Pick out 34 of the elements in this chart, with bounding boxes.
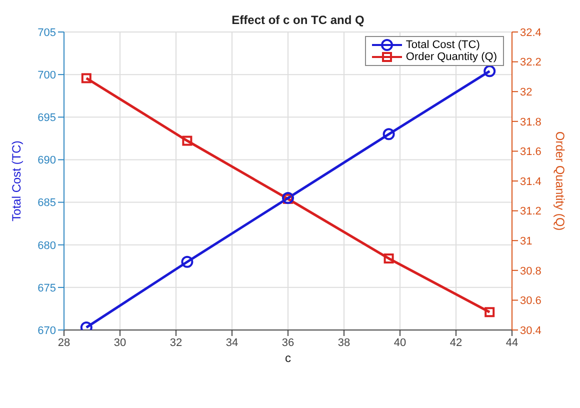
- y-axis-title: Total Cost (TC): [9, 140, 24, 222]
- y2-tick-label: 32: [520, 86, 532, 99]
- x-tick-label: 32: [170, 336, 182, 349]
- y-tick-label: 680: [38, 240, 56, 252]
- x-tick-label: 42: [450, 336, 462, 349]
- x-tick-label: 34: [226, 336, 238, 349]
- y2-axis-title: Order Quantity (Q): [552, 131, 567, 231]
- y2-tick-label: 30.6: [520, 295, 542, 308]
- x-tick-label: 38: [338, 336, 350, 349]
- legend-label: Total Cost (TC): [406, 39, 480, 51]
- x-tick-label: 30: [114, 336, 126, 349]
- y-tick-label: 685: [38, 197, 56, 210]
- x-tick-label: 40: [394, 336, 406, 349]
- y2-tick-label: 31.2: [520, 206, 542, 218]
- y-tick-label: 695: [38, 112, 56, 124]
- y2-tick-label: 31.6: [520, 146, 542, 158]
- y2-tick-label: 30.4: [520, 324, 542, 337]
- x-tick-label: 28: [58, 336, 70, 349]
- y2-tick-label: 32.4: [520, 26, 542, 39]
- x-tick-label: 44: [506, 336, 518, 349]
- y2-tick-label: 32.2: [520, 56, 542, 69]
- y-tick-label: 705: [38, 26, 56, 39]
- y-tick-label: 700: [38, 69, 56, 82]
- x-axis-title: c: [285, 351, 291, 365]
- y-tick-label: 675: [38, 282, 56, 294]
- y2-tick-label: 31.8: [520, 116, 542, 128]
- legend-label: Order Quantity (Q): [406, 51, 497, 63]
- chart-title: Effect of c on TC and Q: [232, 13, 364, 27]
- x-tick-label: 36: [282, 336, 294, 349]
- y2-tick-label: 30.8: [520, 265, 542, 278]
- y2-tick-label: 31: [520, 236, 532, 248]
- y2-tick-label: 31.4: [520, 176, 542, 188]
- y-tick-label: 690: [38, 154, 56, 167]
- y-tick-label: 670: [38, 324, 56, 337]
